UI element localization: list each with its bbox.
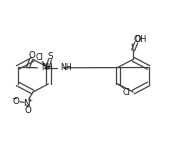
Text: N: N <box>23 99 29 107</box>
Text: O: O <box>24 106 31 115</box>
Text: −: − <box>11 96 16 102</box>
Text: Cl: Cl <box>35 53 43 62</box>
Text: S: S <box>48 52 53 61</box>
Text: NH: NH <box>60 63 72 72</box>
Text: OH: OH <box>134 35 146 44</box>
Text: +: + <box>27 98 32 103</box>
Text: O: O <box>13 97 20 106</box>
Text: O: O <box>28 51 35 60</box>
Text: Cl: Cl <box>122 88 130 97</box>
Text: O: O <box>134 35 140 44</box>
Text: NH: NH <box>41 63 53 72</box>
